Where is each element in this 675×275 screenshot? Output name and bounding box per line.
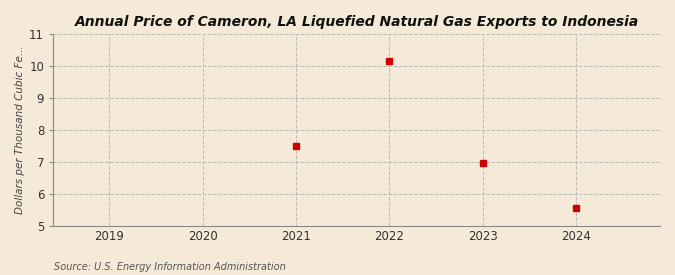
Title: Annual Price of Cameron, LA Liquefied Natural Gas Exports to Indonesia: Annual Price of Cameron, LA Liquefied Na…	[74, 15, 639, 29]
Y-axis label: Dollars per Thousand Cubic Fe...: Dollars per Thousand Cubic Fe...	[15, 46, 25, 214]
Text: Source: U.S. Energy Information Administration: Source: U.S. Energy Information Administ…	[54, 262, 286, 272]
